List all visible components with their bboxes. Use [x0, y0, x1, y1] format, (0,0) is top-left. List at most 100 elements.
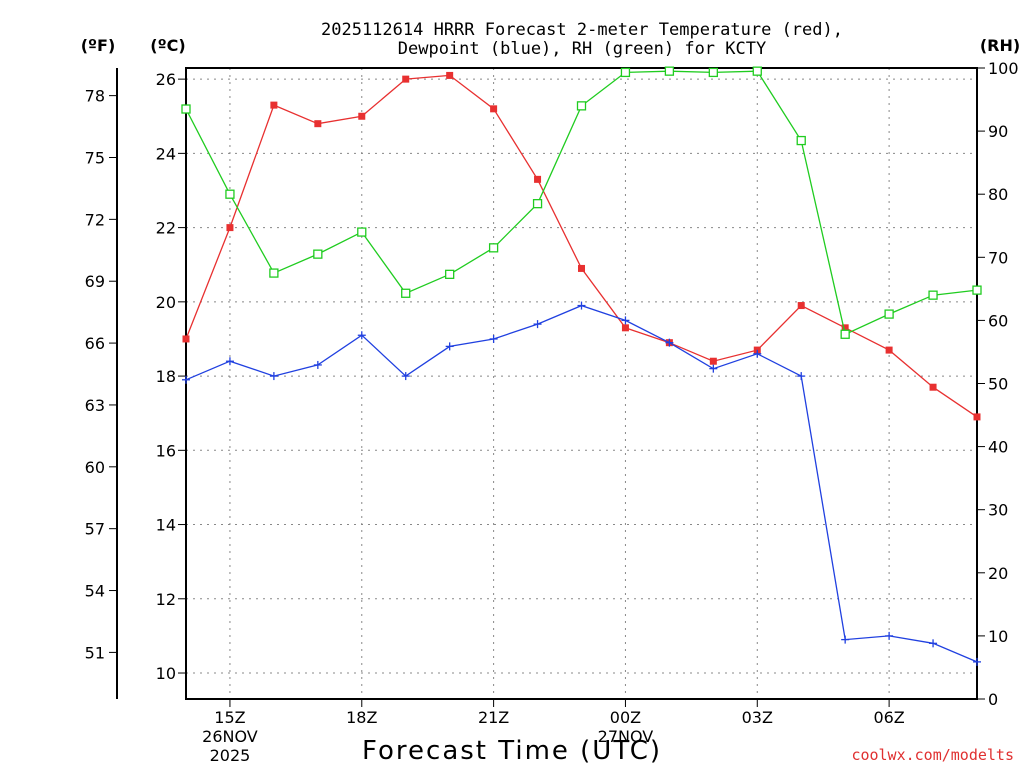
rh-point: [928, 290, 938, 300]
dewpoint-point: [182, 375, 190, 384]
fahrenheit-tick-label: 51: [85, 643, 105, 662]
temperature-point: [314, 120, 322, 128]
dewpoint-point: [357, 331, 366, 340]
rh-unit-label: (RH): [980, 36, 1020, 55]
rh-tick-label: 70: [988, 248, 1008, 267]
temperature-point: [929, 383, 937, 391]
fahrenheit-tick-label: 69: [85, 272, 105, 291]
dewpoint-point: [929, 639, 938, 648]
rh-point: [620, 67, 631, 78]
temperature-point: [534, 175, 542, 183]
rh-point: [488, 243, 499, 253]
rh-point: [401, 288, 411, 298]
temperature-point: [797, 302, 805, 310]
celsius-tick-label: 18: [156, 367, 176, 386]
fahrenheit-tick-label: 60: [85, 458, 105, 477]
dewpoint-point: [973, 657, 981, 666]
rh-tick-label: 10: [988, 627, 1008, 646]
chart-axes: 10 12 14 16 18 20 22 24 26 51 54 57 60 63 66 69 72 75 78 0 1…: [85, 59, 1019, 765]
rh-point: [445, 269, 455, 279]
temperature-point: [621, 324, 629, 332]
grid-lines: [186, 68, 977, 699]
dewpoint-point: [533, 320, 542, 329]
x-axis-title: Forecast Time (UTC): [362, 736, 662, 766]
celsius-tick-label: 26: [156, 70, 176, 89]
rh-tick-label: 30: [988, 501, 1008, 520]
temperature-point: [270, 101, 278, 109]
rh-point: [357, 227, 367, 237]
celsius-tick-label: 22: [156, 219, 176, 238]
rh-tick-label: 60: [988, 311, 1008, 330]
temperature-point: [402, 75, 410, 83]
fahrenheit-unit-label: (ºF): [81, 36, 116, 55]
fahrenheit-tick-label: 66: [85, 334, 105, 353]
x-tick-label: 21Z: [478, 708, 509, 727]
dewpoint-point: [621, 316, 630, 325]
dewpoint-point: [313, 360, 322, 369]
x-tick-date-label: 26NOV: [202, 727, 258, 746]
rh-tick-label: 0: [988, 690, 998, 709]
credit-text: coolwx.com/modelts: [851, 746, 1014, 764]
x-tick-date-label: 27NOV: [598, 727, 654, 746]
temperature-point: [841, 324, 849, 332]
rh-point: [576, 101, 587, 111]
celsius-tick-label: 10: [156, 664, 176, 683]
rh-point: [269, 268, 279, 278]
temperature-point: [973, 413, 981, 421]
celsius-tick-label: 20: [156, 293, 176, 312]
dewpoint-point: [225, 357, 234, 366]
dewpoint-point: [489, 334, 498, 343]
rh-tick-label: 40: [988, 438, 1008, 457]
rh-point: [884, 309, 894, 319]
fahrenheit-tick-label: 57: [85, 520, 105, 539]
x-tick-label: 18Z: [346, 708, 377, 727]
temperature-point: [182, 335, 190, 343]
x-tick-label: 15Z: [214, 708, 245, 727]
dewpoint-point: [709, 364, 718, 373]
fahrenheit-tick-label: 78: [85, 87, 105, 106]
celsius-tick-label: 16: [156, 441, 176, 460]
dewpoint-point: [797, 372, 806, 381]
dewpoint-point: [753, 349, 762, 358]
temperature-point: [226, 224, 234, 232]
rh-point: [708, 67, 718, 78]
temperature-point: [885, 346, 893, 354]
celsius-tick-label: 24: [156, 144, 176, 163]
rh-point: [313, 249, 323, 259]
rh-tick-label: 100: [988, 59, 1019, 78]
x-tick-label: 03Z: [742, 708, 773, 727]
celsius-unit-label: (ºC): [150, 36, 185, 55]
temperature-point: [490, 105, 498, 113]
rh-point: [752, 66, 762, 76]
dewpoint-point: [885, 631, 894, 640]
fahrenheit-tick-label: 54: [85, 582, 105, 601]
chart-title-line-1: 2025112614 HRRR Forecast 2-meter Tempera…: [321, 20, 843, 40]
rh-point: [225, 189, 235, 199]
dewpoint-point: [665, 338, 674, 347]
rh-tick-label: 50: [988, 375, 1008, 394]
x-tick-year-label: 2025: [210, 746, 251, 765]
dewpoint-point: [269, 372, 278, 381]
fahrenheit-tick-label: 75: [85, 148, 105, 167]
rh-tick-label: 90: [988, 122, 1008, 141]
rh-point: [532, 199, 543, 209]
rh-point: [181, 104, 191, 114]
fahrenheit-tick-label: 72: [85, 210, 105, 229]
chart-title-line-2: Dewpoint (blue), RH (green) for KCTY: [398, 39, 766, 59]
data-series: [181, 66, 982, 666]
rh-tick-label: 80: [988, 185, 1008, 204]
celsius-tick-label: 14: [156, 516, 176, 535]
rh-point: [796, 135, 806, 146]
rh-tick-label: 20: [988, 564, 1008, 583]
rh-point: [664, 66, 675, 76]
celsius-tick-label: 12: [156, 590, 176, 609]
temperature-point: [578, 264, 585, 272]
dewpoint-point: [445, 342, 454, 351]
dewpoint-point: [841, 635, 850, 644]
fahrenheit-tick-label: 63: [85, 396, 105, 415]
rh-point: [840, 329, 850, 339]
x-tick-label: 00Z: [610, 708, 641, 727]
temperature-point: [709, 357, 717, 365]
temperature-point: [358, 112, 366, 120]
